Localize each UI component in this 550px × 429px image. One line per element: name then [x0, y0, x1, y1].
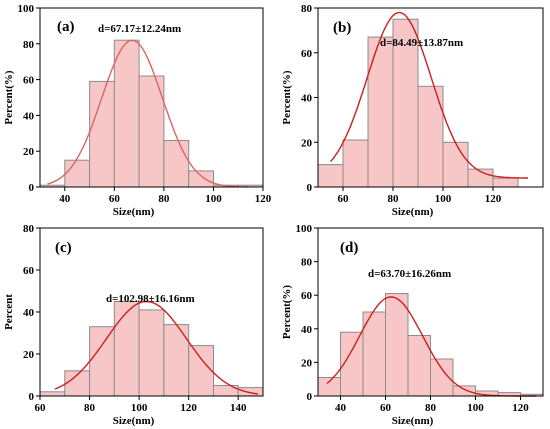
- y-tick-label: 0: [29, 391, 35, 403]
- y-axis-label: Percent(%): [3, 70, 15, 124]
- plot-frame: [39, 7, 264, 188]
- histogram-bar: [367, 36, 394, 188]
- histogram-bar: [138, 309, 165, 397]
- x-tick-label: 80: [425, 402, 437, 414]
- x-tick-label: 40: [335, 402, 347, 414]
- panel-label: (b): [333, 20, 351, 36]
- size-annotation: d=67.17±12.24nm: [98, 23, 181, 35]
- histogram-bar: [113, 39, 140, 188]
- y-tick-label: 40: [301, 324, 313, 336]
- y-axis-label: Percent(%): [281, 285, 293, 339]
- x-tick-label: 60: [109, 193, 121, 205]
- y-tick-label: 0: [29, 182, 35, 194]
- y-tick-label: 80: [23, 39, 35, 51]
- y-tick-label: 0: [307, 182, 313, 194]
- y-tick-label: 20: [23, 146, 35, 158]
- panel-label: (c): [55, 240, 72, 256]
- y-tick-label: 60: [301, 48, 313, 60]
- histogram-bar: [317, 164, 344, 188]
- x-axis-label: Size(nm): [392, 415, 434, 427]
- chart-panel-b: 0 20 40 60 80 60 80 100 120 Size(nm) Percent(%) (b)…: [281, 3, 544, 218]
- y-tick-label: 0: [307, 391, 313, 403]
- histogram-bar: [39, 391, 66, 397]
- histogram-bar: [188, 170, 214, 188]
- histogram-bar: [342, 139, 369, 188]
- y-tick-label: 80: [23, 223, 35, 235]
- y-tick-label: 60: [301, 290, 313, 302]
- y-tick-label: 40: [23, 307, 35, 319]
- gaussian-fit-line: [47, 39, 249, 188]
- x-tick-label: 60: [380, 402, 392, 414]
- y-tick-label: 100: [18, 3, 35, 15]
- histogram-bar: [385, 293, 409, 397]
- x-tick-label: 40: [59, 193, 71, 205]
- y-tick-label: 20: [301, 137, 313, 149]
- gaussian-fit-line: [329, 11, 528, 179]
- chart-panel-d: 0 20 40 60 80 100 40 60 80 100 120 Size(nm) Percent(…: [281, 223, 544, 427]
- x-tick-label: 120: [180, 402, 197, 414]
- histogram-bar: [492, 177, 519, 188]
- x-tick-label: 120: [255, 193, 272, 205]
- x-tick-label: 100: [131, 402, 148, 414]
- histogram-bar: [452, 385, 476, 397]
- y-tick-label: 80: [301, 3, 313, 15]
- x-tick-label: 80: [158, 193, 170, 205]
- chart-panel-c: 0 20 40 60 80 60 80 100 120 140 Size(nm) Percent (c)…: [3, 223, 264, 427]
- x-axis-label: Size(nm): [113, 206, 155, 218]
- histogram-bar: [237, 387, 264, 397]
- x-tick-label: 100: [435, 193, 452, 205]
- panel-label: (d): [340, 240, 358, 256]
- y-tick-label: 40: [301, 93, 313, 105]
- histogram-bar: [163, 140, 190, 188]
- x-tick-label: 100: [205, 193, 222, 205]
- size-annotation: d=63.70±16.26nm: [368, 268, 451, 280]
- gaussian-fit-line: [54, 300, 259, 395]
- size-annotation: d=84.49±13.87nm: [380, 37, 463, 49]
- histogram-bar: [317, 377, 341, 397]
- chart-panel-a: 0 20 40 60 80 100 40 60 80 100 120 Size(nm) Percent(…: [3, 3, 272, 218]
- panel-label: (a): [57, 19, 75, 35]
- y-tick-label: 60: [23, 265, 35, 277]
- x-axis-label: Size(nm): [113, 415, 155, 427]
- x-tick-label: 140: [230, 402, 247, 414]
- y-tick-label: 20: [301, 357, 313, 369]
- y-axis-label: Percent(%): [281, 70, 293, 124]
- x-tick-label: 120: [485, 193, 502, 205]
- x-tick-label: 120: [512, 402, 529, 414]
- x-tick-label: 80: [84, 402, 96, 414]
- size-annotation: d=102.98±16.16nm: [106, 293, 195, 305]
- y-tick-label: 60: [23, 75, 35, 87]
- histogram-bar: [113, 301, 140, 397]
- histogram-bar: [89, 326, 115, 397]
- y-tick-label: 40: [23, 110, 35, 122]
- x-axis-label: Size(nm): [392, 206, 434, 218]
- y-tick-label: 100: [296, 223, 313, 235]
- y-axis-label: Percent: [3, 294, 15, 330]
- x-tick-label: 60: [35, 402, 47, 414]
- y-tick-label: 20: [23, 349, 35, 361]
- x-tick-label: 80: [388, 193, 400, 205]
- x-tick-label: 100: [467, 402, 484, 414]
- histogram-bar: [442, 141, 469, 188]
- y-tick-label: 80: [301, 257, 313, 269]
- histogram-bar: [188, 345, 214, 397]
- histogram-bar: [64, 159, 91, 188]
- x-tick-label: 60: [338, 193, 350, 205]
